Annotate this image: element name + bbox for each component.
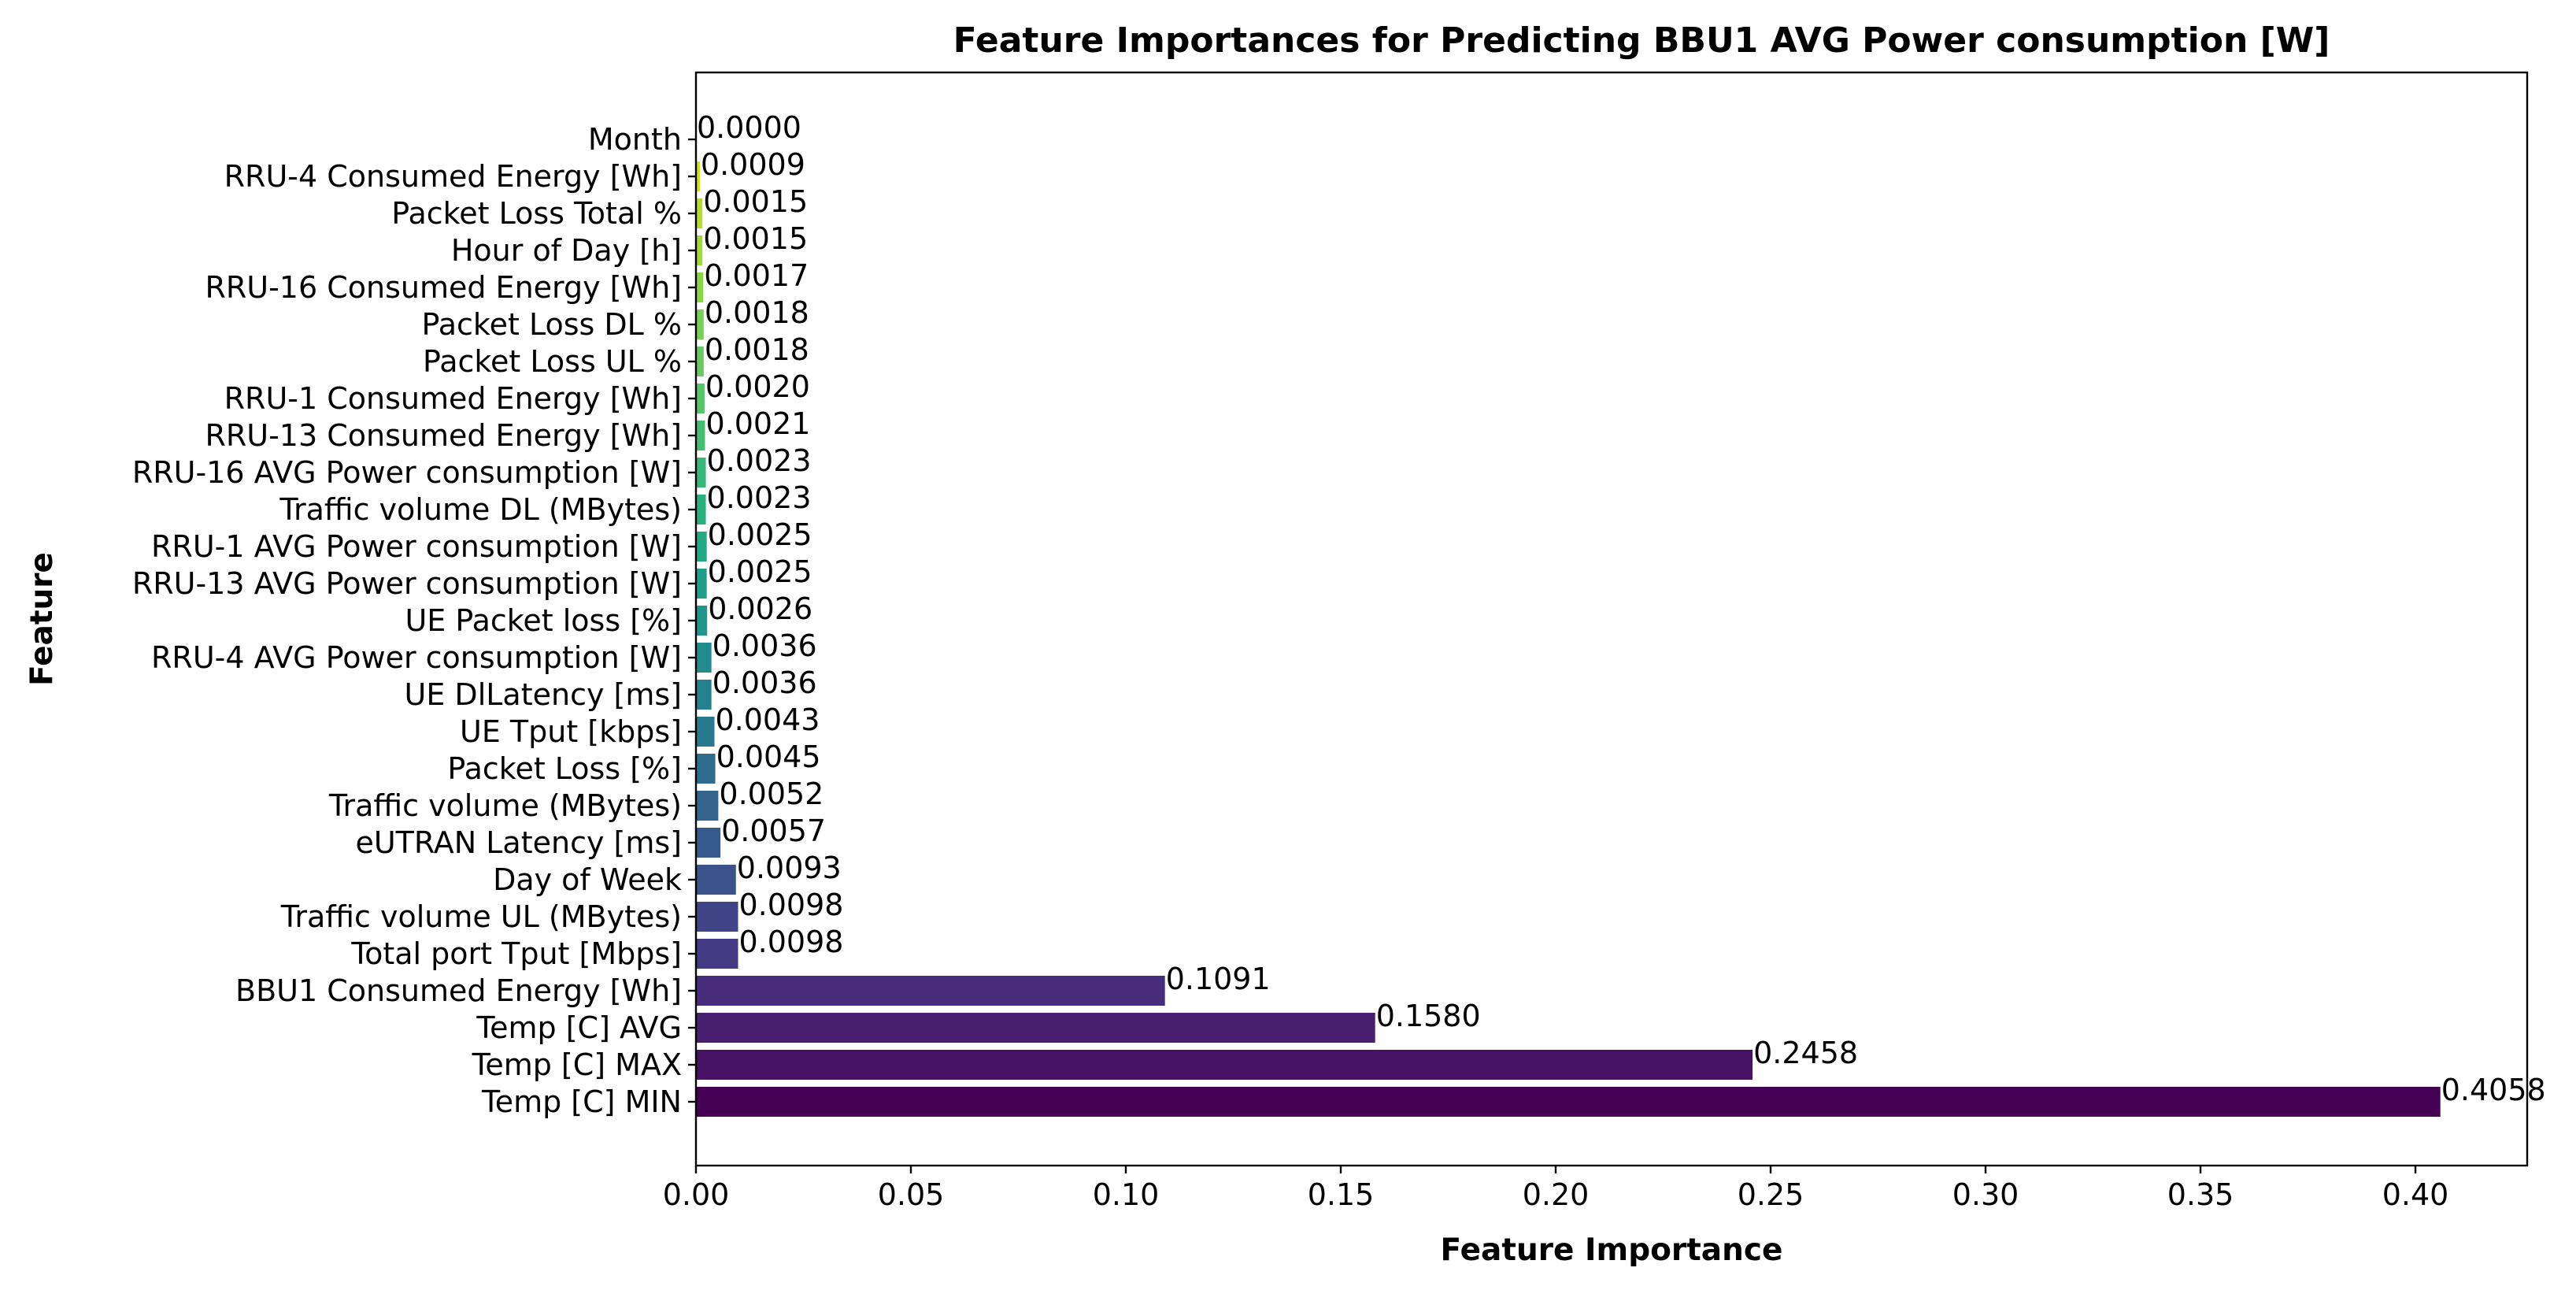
value-label: 0.0023 bbox=[707, 480, 812, 515]
bar bbox=[696, 976, 1165, 1006]
value-label: 0.0025 bbox=[708, 554, 812, 589]
value-label: 0.0098 bbox=[739, 888, 844, 922]
y-tick-label: RRU-16 AVG Power consumption [W] bbox=[132, 455, 682, 490]
bar bbox=[696, 828, 721, 858]
y-tick-label: BBU1 Consumed Energy [Wh] bbox=[235, 973, 682, 1008]
bar bbox=[696, 495, 706, 525]
x-tick-label: 0.20 bbox=[1523, 1177, 1590, 1212]
bar bbox=[696, 272, 704, 302]
y-tick-label: Traffic volume UL (MBytes) bbox=[280, 899, 682, 934]
value-label: 0.0023 bbox=[707, 443, 812, 478]
y-tick-label: UE Tput [kbps] bbox=[460, 714, 682, 749]
value-label: 0.0036 bbox=[712, 628, 817, 663]
y-tick-label: Temp [C] MIN bbox=[481, 1084, 682, 1119]
y-tick-label: Hour of Day [h] bbox=[451, 233, 682, 268]
value-label: 0.0057 bbox=[721, 814, 826, 848]
value-label: 0.0043 bbox=[715, 702, 820, 737]
value-label: 0.0093 bbox=[737, 851, 842, 885]
value-label: 0.1091 bbox=[1166, 962, 1271, 996]
bar bbox=[696, 161, 700, 191]
y-tick-label: RRU-4 Consumed Energy [Wh] bbox=[224, 159, 682, 194]
y-tick-label: RRU-13 AVG Power consumption [W] bbox=[132, 566, 682, 601]
value-label: 0.4058 bbox=[2441, 1073, 2546, 1107]
bar bbox=[696, 643, 712, 673]
value-label: 0.0045 bbox=[716, 740, 821, 774]
y-tick-label: Temp [C] MAX bbox=[472, 1047, 682, 1082]
y-tick-label: Packet Loss UL % bbox=[423, 344, 682, 379]
bar bbox=[696, 347, 704, 376]
x-tick-label: 0.40 bbox=[2382, 1177, 2449, 1212]
value-label: 0.0018 bbox=[705, 332, 809, 367]
bar bbox=[696, 310, 704, 339]
bar bbox=[696, 532, 707, 562]
value-label: 0.0025 bbox=[708, 517, 812, 552]
y-tick-label: Day of Week bbox=[493, 862, 682, 897]
value-label: 0.2458 bbox=[1753, 1036, 1858, 1070]
y-tick-label: Traffic volume DL (MBytes) bbox=[279, 492, 682, 527]
value-label: 0.0026 bbox=[708, 591, 812, 626]
x-tick-label: 0.15 bbox=[1308, 1177, 1375, 1212]
chart-title: Feature Importances for Predicting BBU1 … bbox=[953, 20, 2330, 61]
y-tick-label: UE DlLatency [ms] bbox=[405, 677, 682, 712]
value-labels: 0.40580.24580.15800.10910.00980.00980.00… bbox=[697, 110, 2546, 1107]
bar bbox=[696, 1087, 2441, 1117]
x-tick-label: 0.10 bbox=[1093, 1177, 1160, 1212]
value-label: 0.1580 bbox=[1376, 999, 1481, 1033]
y-tick-label: Month bbox=[588, 122, 682, 157]
y-tick-label: RRU-13 Consumed Energy [Wh] bbox=[205, 418, 682, 453]
bar bbox=[696, 1050, 1753, 1080]
value-label: 0.0009 bbox=[701, 147, 805, 182]
bar bbox=[696, 421, 705, 450]
plot-frame bbox=[694, 71, 2529, 1167]
value-label: 0.0052 bbox=[719, 777, 824, 811]
y-tick-label: Traffic volume (MBytes) bbox=[328, 788, 682, 823]
bars-group bbox=[696, 124, 2441, 1117]
x-axis-label: Feature Importance bbox=[1441, 1233, 1783, 1268]
value-label: 0.0098 bbox=[739, 925, 844, 959]
bar bbox=[696, 198, 703, 228]
bar bbox=[696, 902, 738, 932]
bar bbox=[696, 569, 707, 599]
x-tick-label: 0.30 bbox=[1952, 1177, 2019, 1212]
y-axis-label: Feature bbox=[24, 552, 60, 686]
y-tick-label: Packet Loss Total % bbox=[391, 196, 682, 231]
bar bbox=[696, 791, 719, 821]
value-label: 0.0015 bbox=[703, 184, 808, 219]
bar bbox=[696, 606, 708, 636]
bar bbox=[696, 939, 738, 969]
y-tick-label: Packet Loss [%] bbox=[447, 751, 682, 786]
bar bbox=[696, 235, 703, 265]
y-tick-label: Temp [C] AVG bbox=[476, 1010, 682, 1045]
bar bbox=[696, 865, 736, 895]
y-tick-label: RRU-1 AVG Power consumption [W] bbox=[151, 529, 682, 564]
x-tick-label: 0.25 bbox=[1738, 1177, 1804, 1212]
x-tick-label: 0.00 bbox=[663, 1177, 730, 1212]
y-tick-label: Total port Tput [Mbps] bbox=[350, 936, 682, 971]
x-tick-label: 0.05 bbox=[878, 1177, 945, 1212]
value-label: 0.0017 bbox=[704, 258, 809, 293]
bar bbox=[696, 458, 706, 487]
x-tick-label: 0.35 bbox=[2167, 1177, 2234, 1212]
y-tick-label: RRU-16 Consumed Energy [Wh] bbox=[205, 270, 682, 305]
bar bbox=[696, 1013, 1375, 1043]
value-label: 0.0018 bbox=[705, 295, 809, 330]
value-label: 0.0020 bbox=[705, 369, 810, 404]
bar bbox=[696, 384, 705, 413]
bar bbox=[696, 680, 712, 710]
x-ticks: 0.00 0.05 0.10 0.15 0.20 0.25 0.30 0.35 0.40 bbox=[663, 1166, 2449, 1212]
value-label: 0.0021 bbox=[705, 406, 810, 441]
y-tick-label: UE Packet loss [%] bbox=[405, 603, 682, 638]
value-label: 0.0036 bbox=[712, 665, 817, 700]
bar bbox=[696, 754, 716, 784]
value-label: 0.0015 bbox=[703, 221, 808, 256]
value-label: 0.0000 bbox=[697, 110, 801, 145]
y-tick-label: RRU-1 Consumed Energy [Wh] bbox=[224, 381, 682, 416]
y-tick-label: eUTRAN Latency [ms] bbox=[355, 825, 682, 860]
bar bbox=[696, 717, 715, 747]
y-tick-label: RRU-4 AVG Power consumption [W] bbox=[151, 640, 682, 675]
y-tick-label: Packet Loss DL % bbox=[422, 307, 682, 342]
